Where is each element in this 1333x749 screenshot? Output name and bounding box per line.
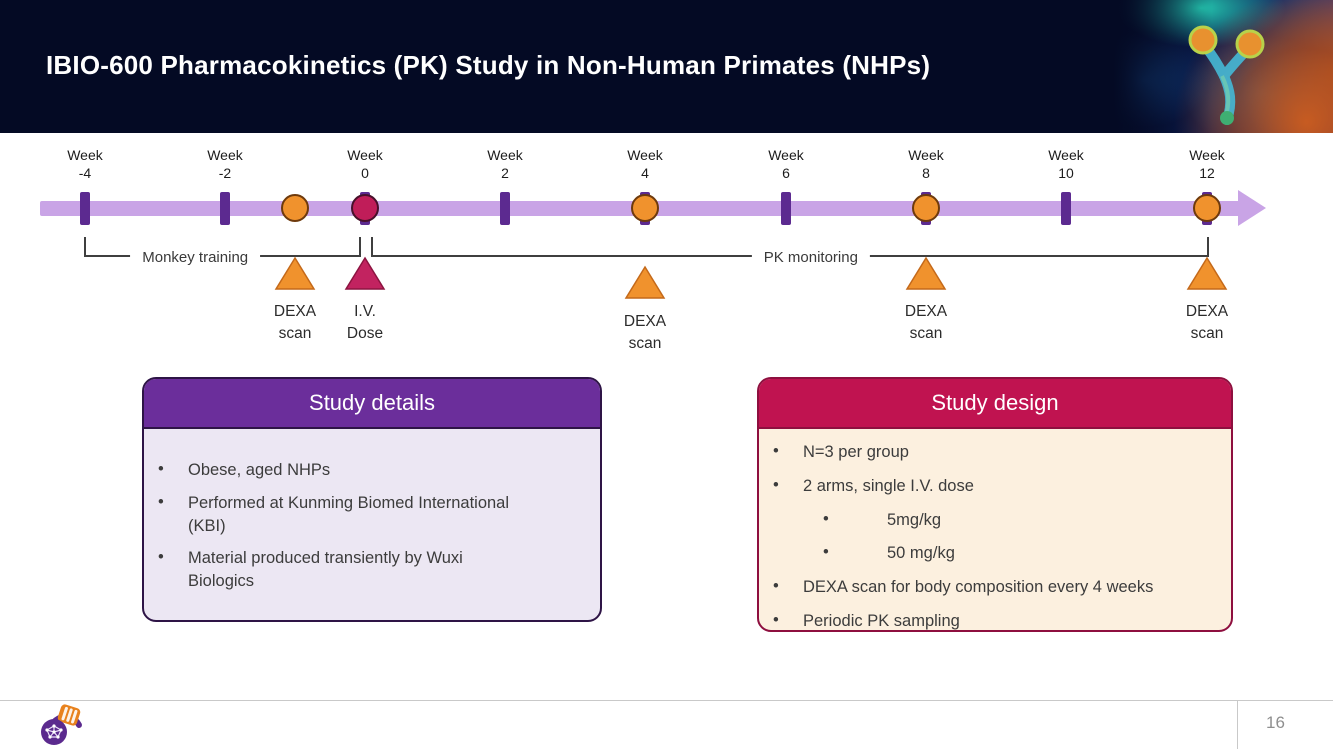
study-details-box: Study details • Obese, aged NHPs • Perform… — [142, 377, 602, 622]
list-item-sub: • 5mg/kg — [823, 509, 942, 529]
list-item: • DEXA scan for body composition every 4 … — [773, 577, 1154, 597]
week-label--2: Week -2 — [207, 147, 243, 182]
footer-divider — [0, 700, 1333, 701]
dexa-dot-week12 — [1193, 194, 1221, 222]
bullet-icon: • — [773, 577, 779, 596]
bullet-icon: • — [158, 548, 164, 567]
company-logo-icon — [41, 704, 82, 745]
study-design-box: Study design • N=3 per group • 2 arms, sin… — [757, 377, 1233, 632]
dexa-triangle-icon-week8 — [905, 256, 947, 290]
footer-vertical-divider — [1237, 700, 1238, 749]
week-label-10: Week 10 — [1048, 147, 1084, 182]
bullet-icon: • — [773, 442, 779, 460]
dexa-dot-week8 — [912, 194, 940, 222]
event-label-dexa-predose: DEXA scan — [273, 303, 317, 343]
page-title: IBIO-600 Pharmacokinetics (PK) Study in … — [46, 50, 931, 80]
dexa-dot-predose — [281, 194, 309, 222]
week-label-0: Week 0 — [347, 147, 383, 182]
bullet-icon: • — [823, 509, 829, 528]
event-label-dexa-week8: DEXA scan — [904, 303, 948, 343]
antibody-icon — [1188, 25, 1265, 125]
timeline-diagram: Week -4 Week -2 Week 0 Week 2 Week 4 Week 6 We… — [0, 133, 1333, 363]
bullet-icon: • — [158, 492, 164, 511]
event-label-dexa-week12: DEXA scan — [1185, 303, 1229, 343]
bullet-icon: • — [823, 543, 829, 562]
event-label-iv-dose: I.V. Dose — [346, 303, 384, 343]
tick-week-6 — [781, 192, 791, 225]
dexa-triangle-icon-week4 — [624, 265, 666, 299]
study-design-header: Study design — [759, 379, 1231, 429]
bullet-icon: • — [773, 610, 779, 629]
event-label-dexa-week4: DEXA scan — [623, 313, 667, 353]
iv-dose-triangle-icon — [344, 256, 386, 290]
list-item: • N=3 per group — [773, 442, 909, 461]
dose-dot-week0 — [351, 194, 379, 222]
study-details-list: • Obese, aged NHPs • Performed at Kunming … — [144, 429, 600, 593]
list-item: • Periodic PK sampling — [773, 610, 960, 630]
study-design-list: • N=3 per group • 2 arms, single I.V. dose… — [759, 429, 1231, 630]
week-label-4: Week 4 — [627, 147, 663, 182]
week-label-6: Week 6 — [768, 147, 804, 182]
tick-week-10 — [1061, 192, 1071, 225]
week-label-2: Week 2 — [487, 147, 523, 182]
study-details-header: Study details — [144, 379, 600, 429]
pk-monitoring-label: PK monitoring — [751, 249, 870, 266]
dexa-triangle-icon-predose — [274, 256, 316, 290]
list-item-sub: • 50 mg/kg — [823, 543, 955, 563]
monkey-training-bracket: Monkey training — [84, 237, 361, 266]
header-bar: IBIO-600 Pharmacokinetics (PK) Study in … — [0, 0, 1333, 133]
week-label-8: Week 8 — [908, 147, 944, 182]
bullet-icon: • — [158, 460, 164, 478]
monkey-training-label: Monkey training — [130, 249, 261, 266]
bullet-icon: • — [773, 475, 779, 494]
list-item: • 2 arms, single I.V. dose — [773, 475, 974, 495]
dexa-dot-week4 — [631, 194, 659, 222]
dexa-triangle-icon-week12 — [1186, 256, 1228, 290]
page-number: 16 — [1266, 713, 1285, 732]
tick-week--2 — [220, 192, 230, 225]
list-item: • Obese, aged NHPs — [158, 460, 331, 479]
antibody-image — [1113, 0, 1333, 133]
pk-monitoring-bracket: PK monitoring — [371, 237, 1209, 266]
list-item: • Performed at Kunming Biomed Internation… — [158, 492, 510, 535]
list-item: • Material produced transiently by Wuxi B… — [158, 548, 463, 591]
week-label--4: Week -4 — [67, 147, 103, 182]
tick-week--4 — [80, 192, 90, 225]
tick-week-2 — [500, 192, 510, 225]
timeline-arrowhead-icon — [1238, 190, 1266, 226]
week-label-12: Week 12 — [1189, 147, 1225, 182]
